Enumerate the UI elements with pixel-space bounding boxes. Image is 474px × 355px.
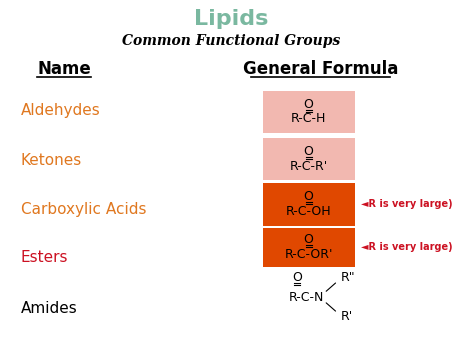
Text: O: O: [304, 190, 313, 203]
Bar: [263, 91, 355, 133]
Text: Common Functional Groups: Common Functional Groups: [122, 34, 340, 48]
Text: Ketones: Ketones: [21, 153, 82, 168]
Text: O: O: [304, 233, 313, 246]
Text: Carboxylic Acids: Carboxylic Acids: [21, 202, 146, 217]
Text: General Formula: General Formula: [243, 60, 398, 78]
Text: O: O: [292, 271, 302, 284]
Bar: [263, 228, 355, 267]
Text: Name: Name: [37, 60, 91, 78]
Text: R-C-OH: R-C-OH: [286, 205, 331, 218]
Text: R-C-H: R-C-H: [291, 113, 326, 125]
Text: R-C-N: R-C-N: [289, 290, 324, 304]
Text: R-C-OR': R-C-OR': [284, 248, 333, 261]
Text: R': R': [340, 310, 353, 323]
Text: R": R": [340, 271, 355, 284]
Text: Amides: Amides: [21, 301, 77, 316]
Text: ◄R is very large): ◄R is very large): [361, 242, 453, 252]
Text: Lipids: Lipids: [193, 9, 268, 29]
Bar: [263, 138, 355, 180]
Text: Esters: Esters: [21, 250, 68, 265]
Text: Aldehydes: Aldehydes: [21, 103, 100, 118]
Text: ◄R is very large): ◄R is very large): [361, 199, 453, 209]
Text: R-C-R': R-C-R': [290, 160, 328, 173]
Text: O: O: [304, 145, 313, 158]
Text: O: O: [304, 98, 313, 110]
Bar: [263, 183, 355, 226]
